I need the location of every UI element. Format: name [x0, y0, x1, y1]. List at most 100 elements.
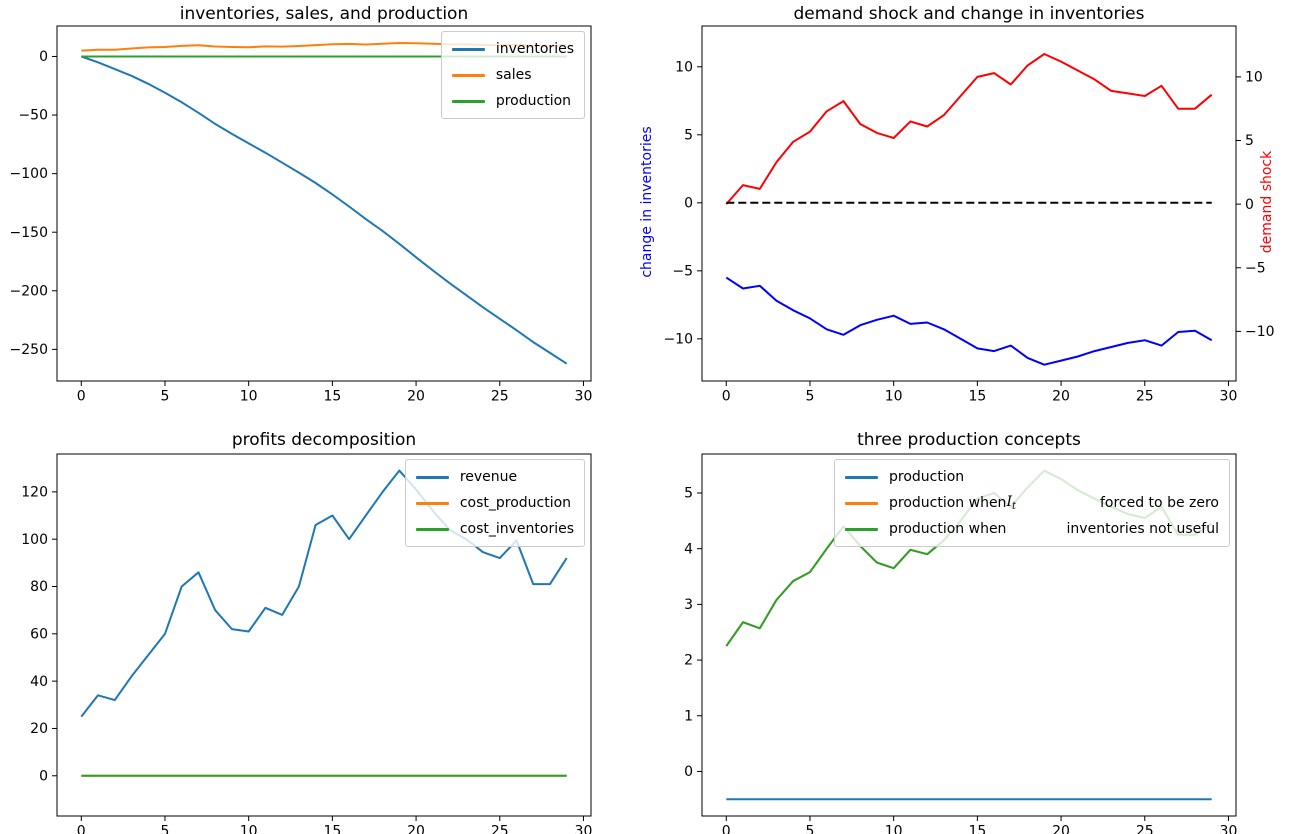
- legend-three-production-concepts: production production when It forced to be…: [834, 459, 1230, 547]
- y-tick-label: −100: [10, 166, 48, 182]
- x-tick-label: 10: [240, 824, 258, 834]
- legend-line-sample-cost_production: [415, 501, 449, 505]
- legend-entry-revenue: revenue: [415, 464, 574, 490]
- legend-entry-production: production: [451, 88, 574, 114]
- y-tick-label: −10: [663, 331, 693, 347]
- profits-decomposition-axes-frame: [56, 453, 592, 817]
- x-tick-label: 5: [806, 389, 815, 405]
- y-axis-label-change-in-inventories: change in inventories: [639, 126, 655, 278]
- x-tick-label: 0: [722, 389, 731, 405]
- y-tick-label: 5: [684, 486, 693, 502]
- x-tick-label: 5: [161, 389, 170, 405]
- demand-shock-change-in-inventories-axes-frame: [701, 25, 1237, 382]
- legend-label-text: forced to be zero: [1099, 495, 1219, 511]
- chart-title-three-production-concepts: three production concepts: [857, 430, 1081, 450]
- legend-label-text: cost_production: [459, 495, 572, 511]
- three-production-concepts-axes-frame: [701, 453, 1237, 817]
- legend-label-text: production: [495, 93, 572, 109]
- x-tick-label: 10: [240, 389, 258, 405]
- legend-line-sample-sales: [451, 73, 485, 77]
- legend-profits-decomposition: revenue cost_production cost_inventories: [404, 459, 585, 547]
- x-tick-label: 30: [575, 824, 593, 834]
- x-tick-label: 20: [407, 824, 425, 834]
- legend-label-text: production when: [889, 521, 1007, 537]
- y-tick-label: −250: [10, 342, 48, 358]
- y-tick-label: 0: [39, 768, 48, 784]
- math-symbol: It: [1006, 494, 1016, 512]
- y-tick-label: 80: [30, 579, 48, 595]
- x-tick-label: 20: [407, 389, 425, 405]
- y-tick-label: −50: [18, 108, 48, 124]
- right-y-tick-label: −5: [1245, 260, 1266, 276]
- inventories-line: [80, 55, 568, 365]
- legend-label-text: production: [889, 469, 965, 485]
- x-tick-label: 20: [1052, 389, 1070, 405]
- y-tick-label: 40: [30, 674, 48, 690]
- x-tick-label: 25: [1136, 389, 1154, 405]
- x-tick-label: 0: [77, 824, 86, 834]
- right-y-tick-label: 0: [1245, 197, 1254, 213]
- y-tick-label: 20: [30, 721, 48, 737]
- legend-line-sample-cost_inventories: [415, 527, 449, 531]
- legend-label-text: revenue: [459, 469, 518, 485]
- legend-label-text: inventories not useful: [1066, 521, 1219, 537]
- chart-title-profits-decomposition: profits decomposition: [231, 430, 417, 450]
- y-tick-label: 0: [684, 764, 693, 780]
- change_in_inventories-line: [725, 276, 1213, 366]
- y-tick-label: 0: [684, 195, 693, 211]
- legend-line-sample-production_when_inventories_not_useful: [845, 527, 878, 531]
- right-y-tick-label: −10: [1245, 324, 1275, 340]
- x-tick-label: 30: [1220, 389, 1238, 405]
- x-tick-label: 25: [491, 389, 509, 405]
- y-tick-label: 10: [675, 59, 693, 75]
- y-tick-label: 120: [21, 484, 48, 500]
- y-axis-label-demand-shock: demand shock: [1259, 150, 1275, 254]
- y-tick-label: −5: [672, 263, 693, 279]
- y-tick-label: −200: [10, 283, 48, 299]
- y-tick-label: 3: [684, 597, 693, 613]
- x-tick-label: 10: [885, 389, 903, 405]
- legend-label-text: inventories: [495, 41, 574, 57]
- chart-title-inventories-sales-production: inventories, sales, and production: [179, 4, 469, 24]
- inventories-sales-production-axes-frame: [56, 25, 592, 382]
- y-tick-label: −150: [10, 225, 48, 241]
- x-tick-label: 5: [806, 824, 815, 834]
- chart-title-demand-shock: demand shock and change in inventories: [793, 4, 1145, 24]
- y-tick-label: 100: [21, 532, 48, 548]
- legend-entry-cost_production: cost_production: [415, 490, 574, 516]
- y-tick-label: 1: [684, 708, 693, 724]
- legend-entry-cost_inventories: cost_inventories: [415, 516, 574, 542]
- x-tick-label: 25: [1136, 824, 1154, 834]
- x-tick-label: 30: [575, 389, 593, 405]
- legend-entry-production: production: [845, 464, 1219, 490]
- legend-line-sample-production: [845, 475, 878, 479]
- y-tick-label: 2: [684, 653, 693, 669]
- x-tick-label: 0: [722, 824, 731, 834]
- y-tick-label: 4: [684, 541, 693, 557]
- x-tick-label: 10: [885, 824, 903, 834]
- x-tick-label: 15: [323, 389, 341, 405]
- legend-entry-inventories: inventories: [451, 36, 574, 62]
- legend-label-text: production when: [889, 495, 1007, 511]
- legend-entry-production_when_inventories_not_useful: production when inventories not useful: [845, 516, 1219, 542]
- right-y-tick-label: 10: [1245, 70, 1263, 86]
- y-tick-label: 60: [30, 626, 48, 642]
- x-tick-label: 15: [968, 389, 986, 405]
- legend-inventories-sales-production: inventories sales production: [440, 31, 585, 119]
- x-tick-label: 15: [968, 824, 986, 834]
- x-tick-label: 5: [161, 824, 170, 834]
- y-tick-label: 5: [684, 127, 693, 143]
- legend-line-sample-production_when_It_forced_to_be_zero: [845, 501, 878, 505]
- legend-line-sample-inventories: [451, 47, 485, 51]
- demand_shock-line: [725, 53, 1213, 205]
- legend-line-sample-production: [451, 99, 485, 103]
- right-y-tick-label: 5: [1245, 133, 1254, 149]
- legend-entry-production_when_It_forced_to_be_zero: production when It forced to be zero: [845, 490, 1219, 516]
- legend-entry-sales: sales: [451, 62, 574, 88]
- x-tick-label: 25: [491, 824, 509, 834]
- x-tick-label: 0: [77, 389, 86, 405]
- x-tick-label: 30: [1220, 824, 1238, 834]
- y-tick-label: 0: [39, 49, 48, 65]
- legend-line-sample-revenue: [415, 475, 449, 479]
